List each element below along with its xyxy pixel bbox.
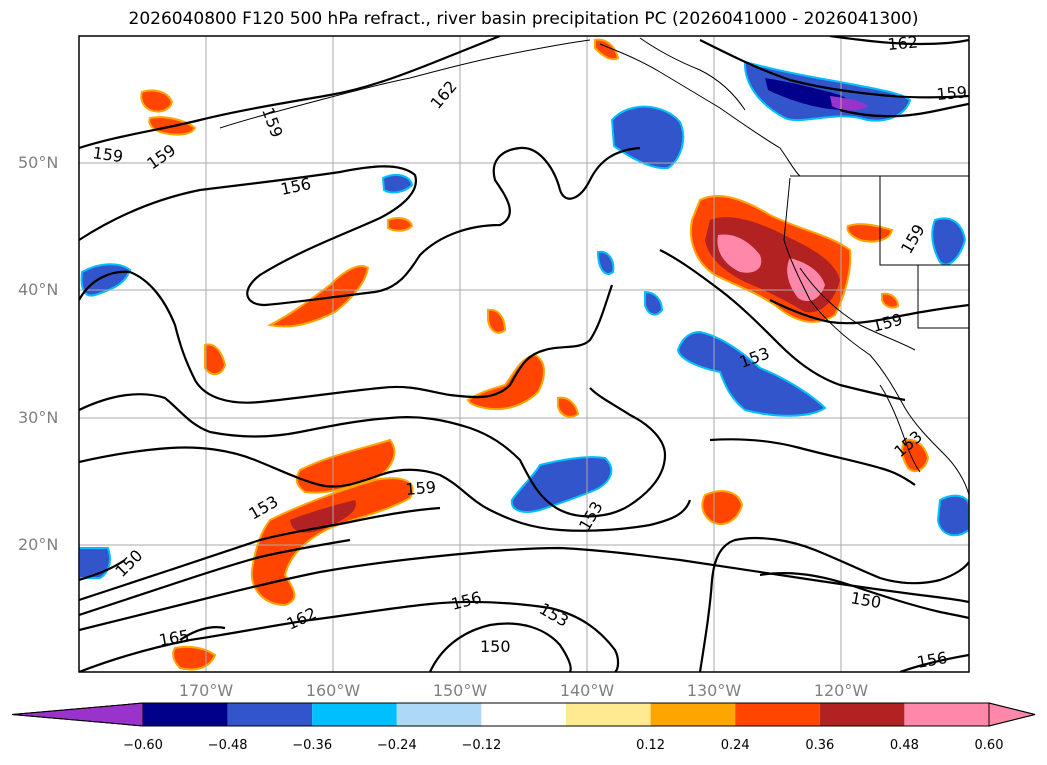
contour-label: 159 xyxy=(936,82,968,104)
colorbar-tick-label: −0.48 xyxy=(207,738,248,753)
colorbar-tick-label: 0.36 xyxy=(805,738,835,753)
lon-label-120w: 120°W xyxy=(813,681,869,700)
colorbar-tick-label: 0.48 xyxy=(889,738,919,753)
colorbar-tick-label: −0.12 xyxy=(461,738,502,753)
lat-label-20n: 20°N xyxy=(18,535,59,554)
blue-region-gulf-of-alaska xyxy=(610,105,685,170)
warm-region-38n-sw xyxy=(881,292,900,309)
colorbar-tick-label: 0.24 xyxy=(720,738,750,753)
colorbar-tick-label: −0.60 xyxy=(123,738,163,753)
blue-region-great-lakes xyxy=(931,217,967,266)
lon-label-160w: 160°W xyxy=(305,681,361,700)
lon-label-170w: 170°W xyxy=(178,681,234,700)
blue-region-southeast xyxy=(936,494,969,537)
warm-region-mexico-coast xyxy=(901,438,930,473)
map-title: 2026040800 F120 500 hPa refract., river … xyxy=(128,9,919,29)
lon-label-150w: 150°W xyxy=(432,681,488,700)
blue-region-130w-38n xyxy=(644,290,664,316)
warm-region-43n-sw xyxy=(846,223,894,243)
pink-core-pnw xyxy=(717,234,762,273)
colorbar-tick-label: 0.60 xyxy=(974,738,1004,753)
map-area: 162 159 159 159 159 162 156 159 159 153 … xyxy=(79,32,969,672)
coastlines xyxy=(219,37,969,496)
colorbar-tick-label: −0.24 xyxy=(376,738,417,753)
colorbar-tick-label: 0.12 xyxy=(636,738,666,753)
lon-label-130w: 130°W xyxy=(686,681,742,700)
warm-region-20n-band xyxy=(250,477,414,607)
lat-label-50n: 50°N xyxy=(18,153,59,172)
colorbar-tick-label: −0.36 xyxy=(292,738,333,753)
warm-region-west-36n xyxy=(204,343,227,376)
dark-red-region-20n xyxy=(290,500,356,533)
blue-region-alaska-pen xyxy=(381,173,414,194)
blue-region-pacific-25n xyxy=(510,456,613,513)
dark-blue-core-canada xyxy=(765,78,854,110)
blue-region-west-19n xyxy=(79,547,111,579)
purple-core-canada xyxy=(830,96,868,111)
blue-region-136w-42n xyxy=(596,250,615,275)
contour-label: 159 xyxy=(91,143,124,166)
warm-region-30n xyxy=(557,396,580,418)
warm-region-35n-pacific xyxy=(487,308,507,334)
contour-label-group: 162 159 159 159 159 162 156 159 159 153 … xyxy=(91,32,968,672)
warm-region-alaska-coast xyxy=(140,89,174,113)
negative-anomaly-shading xyxy=(79,60,969,579)
lon-label-140w: 140°W xyxy=(559,681,615,700)
contour-label: 159 xyxy=(405,477,437,499)
blue-region-pacific-33n xyxy=(676,330,827,417)
warm-region-22n xyxy=(701,490,744,525)
warm-region-13n xyxy=(172,645,217,671)
lat-label-30n: 30°N xyxy=(18,408,59,427)
contour-lines xyxy=(79,36,969,672)
map-frame xyxy=(78,35,970,673)
contour-label: 150 xyxy=(480,637,511,656)
contour-label: 162 xyxy=(887,32,919,54)
warm-region-43n-pacific xyxy=(387,217,414,232)
lat-label-40n: 40°N xyxy=(18,280,59,299)
